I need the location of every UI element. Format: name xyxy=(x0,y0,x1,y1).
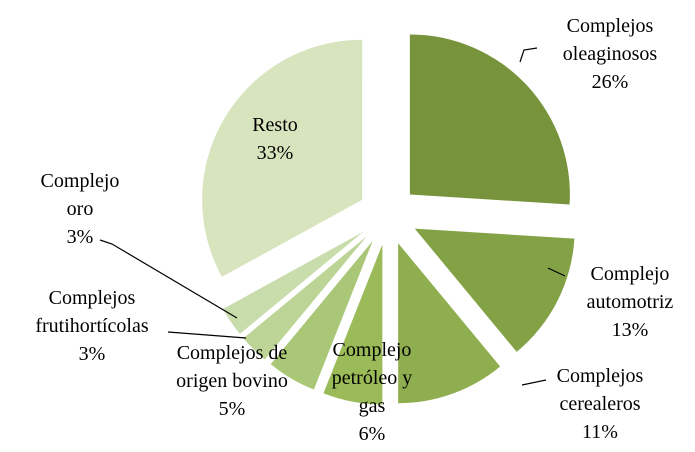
value-label: 3% xyxy=(78,343,106,365)
leader-line xyxy=(547,267,566,277)
pie-slice xyxy=(414,228,575,352)
category-label: Complejos frutihortícolas xyxy=(35,287,149,337)
pie-slice xyxy=(202,39,363,277)
category-label: Complejos oleaginosos xyxy=(562,15,658,65)
value-label: 33% xyxy=(256,142,294,164)
pie-slice xyxy=(323,244,383,405)
leader-line xyxy=(99,239,238,319)
leader-line xyxy=(519,47,538,63)
slice-label: Complejo oro 3% xyxy=(30,167,130,251)
value-label: 6% xyxy=(358,423,386,445)
slice-label: Complejos cerealeros 11% xyxy=(535,362,665,446)
category-label: Complejos cerealeros xyxy=(556,365,644,415)
leader-line xyxy=(521,379,547,386)
leader-line xyxy=(167,331,247,339)
slice-label: Resto 33% xyxy=(225,111,325,167)
pie-slice xyxy=(398,243,501,404)
slice-label: Complejo automotriz 13% xyxy=(570,260,690,344)
slice-label: Complejo petróleo y gas 6% xyxy=(317,336,427,448)
value-label: 13% xyxy=(611,319,649,341)
pie-slice xyxy=(243,236,367,360)
category-label: Complejo automotriz xyxy=(586,263,674,313)
pie-slice xyxy=(270,240,373,390)
category-label: Complejos de origen bovino xyxy=(176,342,288,392)
slice-label: Complejos oleaginosos 26% xyxy=(555,12,665,96)
category-label: Resto xyxy=(252,114,298,136)
slice-label: Complejos frutihortícolas 3% xyxy=(33,284,151,368)
pie-slice xyxy=(222,231,364,334)
value-label: 5% xyxy=(218,398,246,420)
slice-label: Complejos de origen bovino 5% xyxy=(176,339,288,423)
value-label: 11% xyxy=(582,421,618,443)
category-label: Complejo oro xyxy=(40,170,120,220)
pie-slice xyxy=(409,34,570,205)
category-label: Complejo petróleo y gas xyxy=(331,339,413,417)
value-label: 3% xyxy=(66,226,94,248)
value-label: 26% xyxy=(591,71,629,93)
